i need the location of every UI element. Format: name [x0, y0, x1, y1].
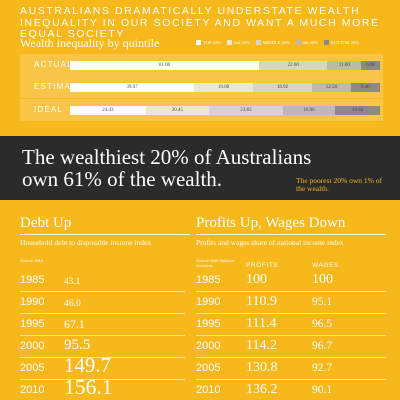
profits-value: 111.4	[246, 316, 277, 331]
year-label: 2005	[196, 362, 221, 374]
debt-panel-title: Debt Up	[20, 215, 72, 231]
debt-panel-rule	[20, 234, 190, 235]
quintile-row: IDEAL 24.43 20.45 23.83 16.90 14.46	[20, 99, 383, 121]
legend-item: 4th 20%	[295, 40, 318, 45]
legend-label: 2nd 20%	[233, 40, 250, 45]
row-label: ACTUAL	[34, 60, 73, 69]
bar-segment: 6.00	[361, 61, 380, 70]
wages-value: 90.1	[312, 384, 333, 396]
bar-segment: 23.83	[209, 106, 283, 115]
legend-label: 4th 20%	[302, 40, 318, 45]
year-label: 1995	[20, 318, 45, 330]
row-divider	[196, 291, 386, 292]
profits-value: 114.2	[246, 338, 277, 353]
row-divider	[20, 313, 185, 314]
bar-segment: 9.40	[350, 83, 380, 92]
debt-value: 43.1	[64, 276, 81, 287]
debt-value: 95.5	[64, 337, 91, 354]
quintile-row: ACTUAL 61.00 22.00 11.00 6.00	[20, 54, 383, 76]
year-label: 2010	[196, 384, 221, 396]
year-label: 2000	[20, 340, 45, 352]
band-main-text: The wealthiest 20% of Australians own 61…	[22, 145, 312, 191]
bar-segment: 18.92	[253, 83, 312, 92]
bar-segment: 24.43	[70, 106, 146, 115]
quintile-row: ESTIMATED 39.97 19.08 18.92 12.58 9.40	[20, 76, 383, 98]
bar-segment: 11.00	[327, 61, 362, 70]
wages-value: 95.1	[312, 296, 333, 308]
debt-value: 46.0	[64, 298, 81, 310]
bar-segment: 14.46	[335, 106, 380, 115]
wealth-legend: TOP 20% 2nd 20% MIDDLE 20% 4th 20% BOTTOM 20…	[196, 40, 359, 45]
profits-panel-subtitle: Profits and wages share of national inco…	[196, 238, 344, 247]
legend-label: BOTTOM 20%	[330, 40, 360, 45]
row-label: IDEAL	[34, 105, 64, 114]
profits-value: 110.9	[246, 294, 277, 309]
bar-segment: 22.00	[259, 61, 328, 70]
year-label: 2000	[196, 340, 221, 352]
profits-panel-title: Profits Up, Wages Down	[196, 215, 346, 231]
legend-swatch	[295, 40, 301, 45]
legend-swatch	[323, 40, 329, 45]
wages-value: 96.7	[312, 340, 333, 352]
legend-label: TOP 20%	[203, 40, 221, 45]
year-label: 1985	[20, 274, 45, 286]
row-divider	[20, 335, 185, 336]
row-divider	[20, 291, 185, 292]
legend-item: TOP 20%	[196, 40, 221, 45]
profits-value: 100	[246, 272, 267, 287]
bar-segment: 12.58	[311, 83, 351, 92]
debt-value: 67.1	[64, 317, 85, 332]
debt-source: Source: RBA	[20, 258, 44, 263]
legend-item: BOTTOM 20%	[323, 40, 360, 45]
profits-column-header: PROFITS	[246, 262, 279, 269]
year-label: 1995	[196, 318, 221, 330]
band-note-text: The poorest 20% own 1% of the wealth.	[296, 176, 383, 193]
year-label: 1990	[20, 296, 45, 308]
stacked-bar: 39.97 19.08 18.92 12.58 9.40	[70, 83, 380, 92]
bar-segment: 20.45	[145, 106, 210, 115]
year-label: 2010	[20, 384, 45, 396]
debt-panel-subtitle: Household debt to disposable income inde…	[20, 238, 152, 247]
year-label: 1990	[196, 296, 221, 308]
stacked-bar: 61.00 22.00 11.00 6.00	[70, 61, 380, 70]
debt-value: 156.1	[64, 374, 113, 399]
legend-swatch	[226, 40, 232, 45]
wealth-chart-title: Wealth inequality by quintile	[20, 36, 160, 50]
bar-segment: 39.97	[70, 83, 194, 92]
wages-value: 92.7	[312, 362, 333, 374]
legend-swatch	[255, 40, 261, 45]
headline-band	[0, 136, 400, 200]
wages-column-header: WAGES	[312, 262, 339, 269]
row-divider	[20, 379, 185, 380]
year-label: 1985	[196, 274, 221, 286]
row-divider	[196, 379, 386, 380]
legend-item: 2nd 20%	[226, 40, 250, 45]
debt-value: 149.7	[64, 353, 111, 378]
row-divider	[196, 313, 386, 314]
bar-segment: 61.00	[70, 61, 260, 70]
row-label: ESTIMATED	[34, 82, 90, 91]
legend-item: MIDDLE 20%	[255, 40, 290, 45]
stacked-bar: 24.43 20.45 23.83 16.90 14.46	[70, 106, 380, 115]
profits-source: Source: ABS National Accounts	[196, 258, 235, 268]
profits-value: 130.8	[246, 360, 278, 375]
profits-value: 136.2	[246, 382, 278, 397]
wages-value: 100	[312, 272, 333, 287]
wages-value: 96.5	[312, 318, 333, 330]
bar-segment: 19.08	[193, 83, 254, 92]
bar-segment: 16.90	[282, 106, 336, 115]
row-divider	[196, 335, 386, 336]
row-divider	[196, 357, 386, 358]
legend-swatch	[196, 40, 201, 45]
profits-panel-rule	[196, 234, 386, 235]
year-label: 2005	[20, 362, 45, 374]
legend-label: MIDDLE 20%	[262, 40, 290, 45]
headline: AUSTRALIANS DRAMATICALLY UNDERSTATE WEAL…	[20, 5, 380, 40]
row-divider	[20, 357, 185, 358]
